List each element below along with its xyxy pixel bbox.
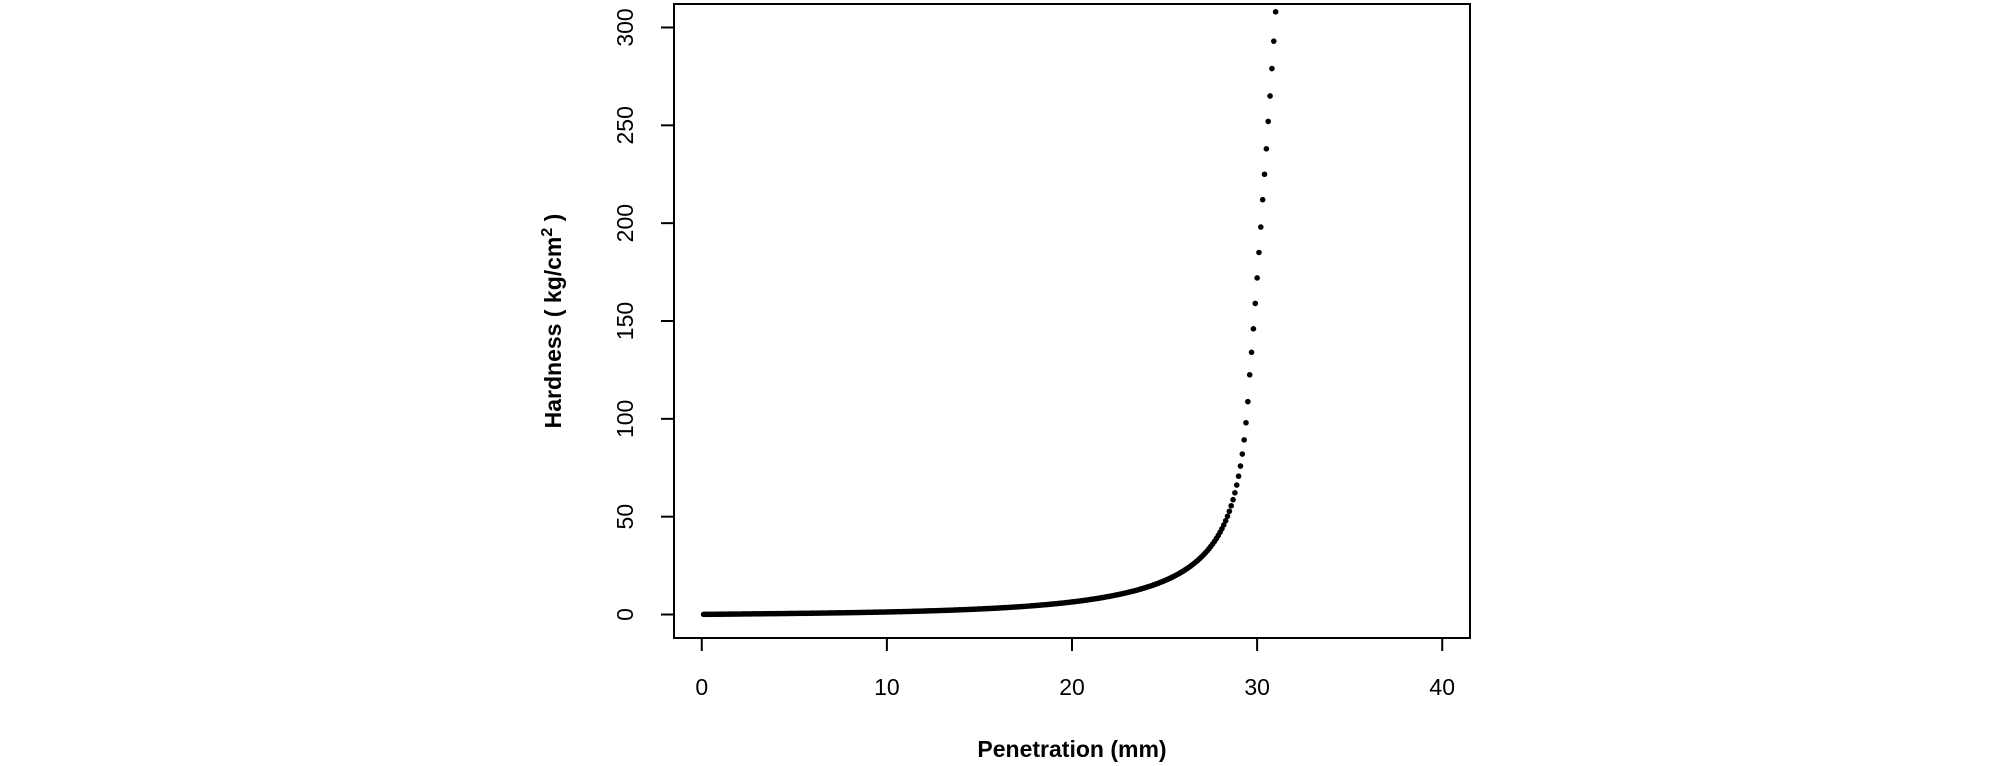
data-point [1250, 326, 1257, 332]
data-point [1243, 419, 1249, 426]
data-point [1239, 451, 1246, 457]
y-axis-title-suffix: ) [540, 214, 566, 228]
y-tick-label: 0 [612, 608, 638, 621]
data-point [1261, 171, 1268, 178]
data-point [1226, 508, 1233, 515]
y-tick-label: 150 [612, 302, 638, 340]
data-point [1245, 398, 1251, 405]
data-point [1237, 463, 1244, 469]
data-point [1269, 65, 1275, 72]
data-point [1224, 513, 1231, 520]
data-point [1233, 482, 1240, 488]
y-tick-label: 50 [612, 504, 638, 530]
data-point [1222, 517, 1229, 524]
data-point [1248, 349, 1255, 356]
data-point [1254, 275, 1260, 281]
data-point [1272, 9, 1279, 15]
y-axis-title: Hardness ( kg/cm2 ) [539, 214, 566, 429]
data-point [1258, 224, 1264, 230]
data-point [1259, 196, 1266, 203]
y-tick-label: 300 [612, 8, 638, 46]
x-tick-label: 30 [1244, 674, 1270, 700]
y-tick-label: 200 [612, 204, 638, 242]
y-axis-title-prefix: Hardness ( kg/cm [540, 237, 566, 429]
y-axis-title-superscript: 2 [539, 228, 556, 237]
data-point [1232, 490, 1238, 496]
data-point [1235, 473, 1242, 480]
data-point [1256, 249, 1262, 256]
x-tick-label: 10 [874, 674, 900, 700]
data-point [1265, 118, 1272, 125]
data-point [1263, 146, 1270, 152]
x-axis-title: Penetration (mm) [977, 736, 1166, 762]
x-axis: 0 10 20 30 40 [695, 637, 1455, 700]
x-tick-label: 0 [695, 674, 708, 700]
x-tick-label: 20 [1059, 674, 1085, 700]
data-point [1270, 38, 1277, 44]
data-point [1246, 372, 1253, 378]
plot-frame [673, 3, 1471, 639]
data-point [1252, 300, 1259, 307]
data-point [1241, 437, 1247, 443]
data-point [1228, 502, 1234, 509]
x-tick-label: 40 [1429, 674, 1455, 700]
y-tick-label: 100 [612, 400, 638, 438]
y-axis: 0 50 100 150 200 250 300 [612, 8, 675, 621]
data-point [1230, 496, 1236, 503]
data-point [1267, 93, 1273, 99]
data-points [700, 9, 1279, 618]
y-tick-label: 250 [612, 106, 638, 144]
